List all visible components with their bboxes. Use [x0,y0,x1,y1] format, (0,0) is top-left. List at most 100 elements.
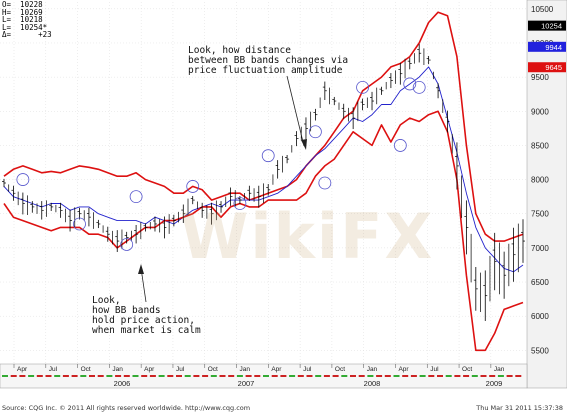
ohlc-bar-42 [398,62,403,85]
activity-mark-19 [167,375,174,377]
ohlc-bar-9 [86,207,91,227]
ohlc-bar-23 [219,201,224,213]
x-month-label-3: Jan [112,366,123,373]
annotation-top: Look, how distance between BB bands chan… [188,45,349,76]
watermark: WikiFX [180,200,435,273]
activity-mark-46 [402,375,409,377]
activity-mark-9 [80,375,87,377]
ohlc-bar-37 [351,107,356,130]
ohlc-bar-18 [171,214,176,227]
activity-mark-54 [471,375,478,377]
band-touch-marker-9 [356,80,369,94]
series-layer [2,11,525,352]
activity-mark-6 [54,375,61,377]
x-month-label-7: Jan [240,366,251,373]
x-month-label-1: Jul [49,366,58,373]
activity-mark-11 [97,375,104,377]
y-tick-label-8: 6500 [531,278,549,287]
ohlc-bar-43 [407,57,412,70]
ohlc-open: O= 10228 [2,0,43,9]
ohlc-bar-54 [511,227,516,282]
activity-mark-12 [106,375,113,377]
ohlc-bar-52 [492,232,497,291]
activity-mark-4 [36,375,43,377]
x-month-label-11: Jan [367,366,378,373]
activity-mark-52 [454,375,461,377]
ohlc-high: H= 10269 [2,7,43,17]
ohlc-bar-11 [105,226,110,242]
price-tag-label-1: 9944 [545,43,562,52]
activity-mark-8 [71,375,78,377]
activity-mark-34 [297,375,304,377]
ohlc-bar-31 [294,131,299,147]
activity-mark-45 [393,375,400,377]
ohlc-bar-24 [228,187,233,206]
x-year-label-0: 2006 [114,379,131,388]
ohlc-bar-4 [39,201,44,220]
x-year-label-3: 2009 [486,379,503,388]
x-year-label-1: 2007 [238,379,255,388]
activity-mark-56 [489,375,496,377]
price-tag-0 [528,20,566,31]
y-tick-label-2: 9500 [531,73,549,82]
ohlc-bar-50 [473,267,478,311]
ohlc-bar-12 [115,230,120,252]
y-tick-label-5: 8000 [531,176,549,185]
activity-mark-57 [497,375,504,377]
price-tag-label-2: 9645 [545,63,562,72]
ohlc-bar-48 [454,142,459,190]
ohlc-bar-20 [190,195,195,205]
ohlc-bar-14 [134,225,139,244]
activity-mark-58 [506,375,513,377]
ohlc-bar-29 [275,160,280,179]
activity-mark-27 [236,375,243,377]
x-month-label-13: Jul [430,366,439,373]
activity-mark-17 [149,375,156,377]
ohlc-bar-7 [68,209,73,232]
activity-mark-1 [10,375,17,377]
ohlc-bar-27 [256,185,261,208]
price-tag-label-0: 10254 [541,22,562,31]
ohlc-bar-44 [417,44,422,63]
activity-mark-59 [515,375,522,377]
activity-mark-25 [219,375,226,377]
y-tick-label-6: 7500 [531,210,549,219]
ohlc-low: L= 10218 [2,15,43,25]
ohlc-bar-45 [426,55,431,65]
ohlc-bar-26 [247,185,252,201]
ohlc-bar-34 [322,81,327,101]
price-tag-1 [528,41,566,52]
x-month-label-9: Jul [303,366,312,373]
x-month-label-10: Oct [335,366,345,373]
activity-mark-51 [445,375,452,377]
activity-mark-36 [315,375,322,377]
x-month-label-6: Oct [208,366,218,373]
band-touch-marker-8 [318,176,332,190]
x-month-label-0: Apr [17,366,28,373]
x-month-label-4: Apr [144,366,155,373]
ohlc-bar-16 [152,216,157,232]
activity-mark-29 [254,375,261,377]
ohlc-bar-0 [2,178,6,188]
activity-mark-15 [132,375,139,377]
ohlc-bar-2 [20,192,25,215]
activity-mark-23 [202,375,209,377]
activity-mark-7 [62,375,69,377]
arrow-bottom-head [138,264,144,274]
activity-mark-44 [384,375,391,377]
activity-mark-5 [45,375,52,377]
y-tick-label-4: 8500 [531,141,549,150]
ohlc-bar-35 [332,96,337,106]
ohlc-bar-19 [181,204,186,223]
ohlc-bar-10 [96,219,101,229]
x-year-label-2: 2008 [364,379,381,388]
activity-mark-20 [176,375,182,377]
activity-mark-28 [245,375,252,377]
x-month-label-15: Jan [494,366,505,373]
activity-mark-32 [280,375,287,377]
activity-mark-38 [332,375,339,377]
y-tick-label-9: 6000 [531,312,549,321]
ohlc-bar-1 [11,185,16,201]
band-touch-marker-6 [261,149,275,163]
activity-mark-2 [19,375,26,377]
